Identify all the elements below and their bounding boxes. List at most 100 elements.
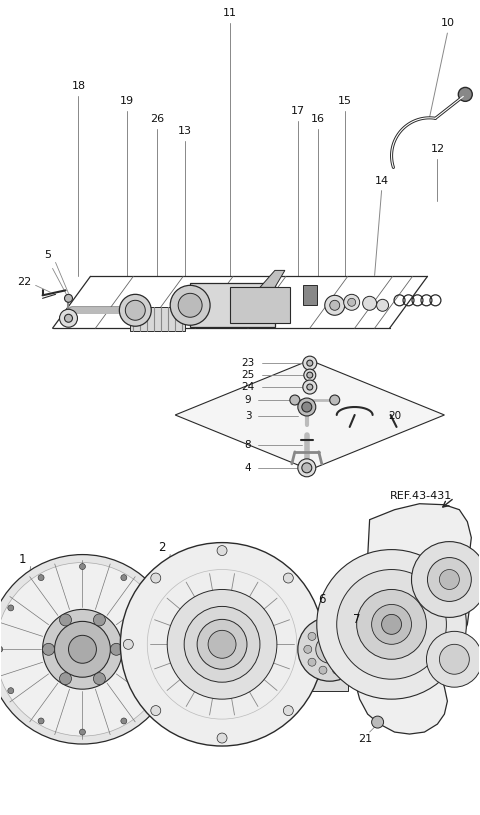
Circle shape <box>458 87 472 101</box>
Circle shape <box>184 606 260 682</box>
Text: 1: 1 <box>19 553 26 566</box>
Bar <box>130 307 185 331</box>
Text: 10: 10 <box>440 18 455 28</box>
Circle shape <box>64 294 72 302</box>
Circle shape <box>8 688 14 694</box>
Circle shape <box>348 645 356 654</box>
Text: 6: 6 <box>318 593 325 606</box>
Circle shape <box>162 646 168 652</box>
Circle shape <box>307 360 313 366</box>
Text: 8: 8 <box>245 440 252 450</box>
Circle shape <box>325 295 345 315</box>
Circle shape <box>304 645 312 654</box>
Circle shape <box>290 395 300 405</box>
Circle shape <box>0 554 177 744</box>
Circle shape <box>0 646 3 652</box>
Text: 9: 9 <box>245 395 252 405</box>
Circle shape <box>69 636 96 663</box>
Circle shape <box>120 543 324 746</box>
Circle shape <box>303 356 317 370</box>
Text: 2: 2 <box>158 541 166 554</box>
Polygon shape <box>355 504 471 734</box>
Circle shape <box>308 632 316 641</box>
Circle shape <box>344 294 360 311</box>
Circle shape <box>170 285 210 325</box>
Circle shape <box>151 706 161 716</box>
Circle shape <box>302 463 312 473</box>
Circle shape <box>372 605 411 645</box>
Bar <box>303 285 317 306</box>
Circle shape <box>151 688 157 694</box>
Circle shape <box>38 718 44 724</box>
Text: 7: 7 <box>353 613 360 626</box>
Text: 14: 14 <box>374 176 389 186</box>
Circle shape <box>298 459 316 477</box>
Circle shape <box>439 570 459 589</box>
Circle shape <box>308 659 316 666</box>
Circle shape <box>55 621 110 677</box>
Circle shape <box>363 297 377 311</box>
Text: 11: 11 <box>223 8 237 18</box>
Circle shape <box>344 632 351 641</box>
Text: 23: 23 <box>241 358 254 368</box>
Circle shape <box>121 575 127 580</box>
Circle shape <box>377 299 389 311</box>
Text: 3: 3 <box>245 411 252 421</box>
Circle shape <box>94 614 106 626</box>
Circle shape <box>302 402 312 412</box>
Circle shape <box>123 639 133 650</box>
Circle shape <box>372 716 384 728</box>
Circle shape <box>283 573 293 583</box>
Circle shape <box>316 636 344 663</box>
Circle shape <box>94 672 106 685</box>
Circle shape <box>178 293 202 317</box>
Circle shape <box>60 672 72 685</box>
Text: 25: 25 <box>241 370 254 380</box>
Circle shape <box>330 300 340 311</box>
Circle shape <box>167 589 277 699</box>
Circle shape <box>298 398 316 416</box>
Circle shape <box>151 573 161 583</box>
Circle shape <box>80 563 85 570</box>
Circle shape <box>110 643 122 655</box>
Polygon shape <box>260 271 285 288</box>
Circle shape <box>304 369 316 381</box>
Text: 18: 18 <box>72 81 85 91</box>
Text: 13: 13 <box>178 126 192 136</box>
Text: 16: 16 <box>311 114 325 124</box>
Circle shape <box>151 605 157 611</box>
Circle shape <box>330 395 340 405</box>
Circle shape <box>439 645 469 674</box>
Circle shape <box>64 315 72 322</box>
Circle shape <box>317 549 467 699</box>
Text: 21: 21 <box>359 734 372 744</box>
Circle shape <box>0 562 169 736</box>
Text: 26: 26 <box>150 114 164 124</box>
Circle shape <box>38 575 44 580</box>
Text: REF.43-431: REF.43-431 <box>390 491 452 500</box>
Text: 15: 15 <box>338 96 352 106</box>
Bar <box>312 679 348 691</box>
Circle shape <box>411 542 480 618</box>
Circle shape <box>298 618 361 681</box>
Circle shape <box>382 615 402 634</box>
Circle shape <box>348 298 356 306</box>
Text: 12: 12 <box>431 143 444 154</box>
Circle shape <box>125 300 145 320</box>
Circle shape <box>8 605 14 611</box>
Polygon shape <box>175 360 444 469</box>
Circle shape <box>344 659 351 666</box>
Text: 17: 17 <box>291 106 305 116</box>
Circle shape <box>319 624 327 632</box>
Text: 22: 22 <box>17 277 32 288</box>
Circle shape <box>217 733 227 743</box>
Circle shape <box>357 589 426 659</box>
Circle shape <box>208 630 236 659</box>
Circle shape <box>307 384 313 390</box>
Circle shape <box>311 639 321 650</box>
Circle shape <box>426 632 480 687</box>
Text: 20: 20 <box>388 411 401 421</box>
Circle shape <box>303 380 317 394</box>
Bar <box>230 288 290 324</box>
Circle shape <box>197 619 247 669</box>
